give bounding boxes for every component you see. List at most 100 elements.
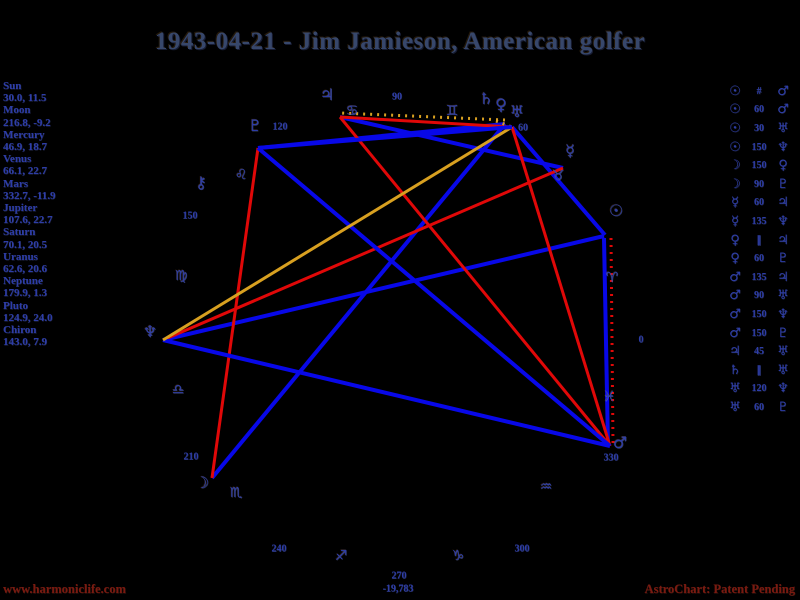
saturn-icon: ♄ [478, 89, 494, 108]
aspect-planet2-icon: ♇ [777, 251, 789, 267]
aspect-line-neptune-mercury [162, 166, 564, 342]
pluto-icon: ♇ [247, 116, 263, 135]
aspect-planet1-icon: ♅ [729, 399, 741, 415]
scorpio-sign-icon: ♏ [229, 485, 243, 501]
aspect-planet2-icon: ♀ [778, 158, 788, 174]
mars-icon: ♂ [612, 433, 628, 452]
aspect-row: ☉ 60 ♂ [726, 101, 792, 120]
degree-label-0: 0 [638, 334, 644, 346]
aspect-planet1-icon: ♂ [729, 306, 741, 322]
aspect-planet1-icon: ♄ [729, 362, 741, 378]
aries-sign-icon: ♈ [605, 270, 619, 286]
aspect-line-sun-mars [602, 237, 610, 447]
aspect-row: ♀ 60 ♇ [726, 249, 792, 268]
aspect-type: 135 [751, 271, 767, 283]
aspect-planet1-icon: ☉ [729, 139, 741, 155]
degree-label-210: 210 [183, 451, 199, 463]
venus-icon: ♀ [495, 95, 507, 114]
aspect-type: ∥ [756, 234, 762, 246]
aspect-line-neptune-sun [162, 234, 605, 342]
aspect-planet2-icon: ♇ [777, 399, 789, 415]
aspect-row: ♃ 45 ♅ [726, 342, 792, 361]
aspect-planet1-icon: ☽ [729, 158, 741, 174]
degree-label-60: 60 [518, 122, 528, 134]
aquarius-sign-icon: ♒ [539, 479, 553, 495]
brand-text: AstroChart: Patent Pending [644, 582, 795, 596]
aspect-row: ☿ 135 ♆ [726, 212, 792, 231]
aspect-type: 45 [754, 346, 764, 358]
sun-icon: ☉ [608, 201, 624, 220]
aspect-planet1-icon: ☿ [731, 213, 739, 229]
pisces-sign-icon: ♓ [602, 389, 616, 405]
aspect-type: 120 [751, 383, 767, 395]
aspect-planet2-icon: ♇ [777, 176, 789, 192]
aspect-line-jupiter-uranus [339, 115, 513, 129]
planet-name: Saturn [3, 226, 36, 239]
taurus-sign-icon: ♉ [551, 168, 565, 184]
aspect-planet1-icon: ☉ [729, 83, 741, 99]
aspect-line-neptune-mars [162, 338, 611, 448]
aspect-planet1-icon: ♂ [729, 269, 741, 285]
aspect-type: 60 [754, 104, 764, 116]
planet-coords: 62.6, 20.6 [3, 263, 47, 276]
leo-sign-icon: ♌ [234, 167, 248, 183]
aspect-type: ∥ [756, 364, 762, 376]
aspect-row: ☉ # ♂ [726, 82, 792, 101]
aspect-row: ☉ 30 ♅ [726, 119, 792, 138]
aspect-planet2-icon: ♂ [777, 83, 789, 99]
aspect-type: 90 [754, 290, 764, 302]
planet-coords: 124.9, 24.0 [3, 311, 53, 324]
planet-name: Neptune [3, 275, 43, 288]
aspect-type: 60 [754, 197, 764, 209]
aspect-line-pluto-uranus [257, 125, 513, 150]
aspect-line-moon-venus [210, 122, 507, 480]
aspect-row: ☽ 90 ♇ [726, 175, 792, 194]
aspect-planet1-icon: ☿ [731, 195, 739, 211]
aspect-planet1-icon: ♂ [729, 288, 741, 304]
jupiter-icon: ♃ [319, 85, 335, 104]
planet-name: Venus [3, 153, 32, 166]
aspect-planet2-icon: ♇ [777, 325, 789, 341]
aspect-planet2-icon: ♅ [777, 362, 789, 378]
aspect-planet1-icon: ♅ [729, 381, 741, 397]
aspect-planet1-icon: ☉ [729, 120, 741, 136]
planet-coords: 216.8, -9.2 [3, 116, 51, 129]
aspect-line-mercury-jupiter [339, 115, 564, 170]
aspect-planet2-icon: ♂ [777, 102, 789, 118]
uranus-icon: ♅ [509, 102, 525, 121]
mercury-icon: ☿ [565, 141, 575, 160]
planet-coords: 70.1, 20.5 [3, 238, 47, 251]
capricorn-sign-icon: ♑ [451, 548, 465, 564]
aspect-row: ♂ 135 ♃ [726, 268, 792, 287]
aspect-type: 60 [754, 253, 764, 265]
aspect-type: # [756, 85, 762, 97]
planet-coords: 46.9, 18.7 [3, 141, 47, 154]
aspect-row: ♂ 150 ♇ [726, 324, 792, 343]
aspect-planet1-icon: ♃ [729, 344, 741, 360]
degree-label-90: 90 [392, 91, 402, 103]
aspect-planet2-icon: ♆ [777, 213, 789, 229]
aspect-line-neptune-uranus [162, 125, 513, 342]
chart-title: 1943-04-21 - Jim Jamieson, American golf… [154, 28, 646, 55]
aspect-planet2-icon: ♆ [777, 306, 789, 322]
planet-positions-panel: Sun 30.0, 11.5 Moon 216.8, -9.2 Mercury 46.9,… [3, 80, 56, 348]
planet-name: Uranus [3, 250, 38, 263]
virgo-sign-icon: ♍ [174, 268, 188, 284]
aspect-row: ☽ 150 ♀ [726, 156, 792, 175]
planet-coords: 332.7, -11.9 [3, 189, 56, 202]
aspect-row: ☿ 60 ♃ [726, 194, 792, 213]
wheel-bottom-value: -19,783 [382, 583, 414, 595]
planet-coords: 107.6, 22.7 [3, 214, 53, 227]
aspect-line-uranus-sun [510, 125, 607, 237]
website-link[interactable]: www.harmoniclife.com [3, 582, 126, 596]
gemini-sign-icon: ♊ [445, 103, 459, 119]
aspect-planet1-icon: ♀ [730, 232, 740, 248]
aspect-type: 135 [751, 215, 767, 227]
moon-icon: ☽ [194, 473, 210, 492]
aspect-row: ♅ 120 ♆ [726, 380, 792, 399]
planet-name: Mercury [3, 128, 45, 141]
aspects-panel: ☉ # ♂ ☉ 60 ♂ ☉ 30 ♅ ☉ 150 ♆ ☽ 150 ♀ ☽ 90 ♇ ☿ 60 ♃ ☿ 135 ♆ ♀ ∥ ♃ ♀ 60… [726, 82, 792, 417]
aspect-planet2-icon: ♅ [777, 288, 789, 304]
aspect-line-pluto-mars [256, 146, 612, 448]
sagittarius-sign-icon: ♐ [334, 548, 348, 564]
